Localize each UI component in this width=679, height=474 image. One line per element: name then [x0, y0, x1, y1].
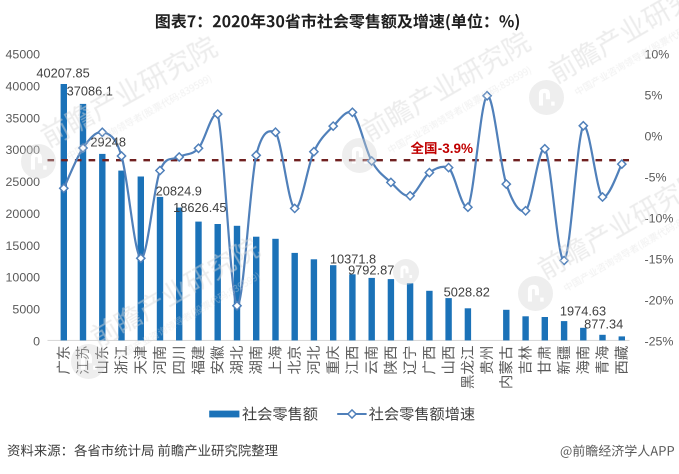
svg-text:0: 0 [33, 335, 40, 349]
svg-text:35000: 35000 [6, 111, 41, 125]
svg-text:18626.45: 18626.45 [173, 200, 226, 215]
svg-text:5028.82: 5028.82 [444, 285, 490, 300]
svg-text:-5%: -5% [645, 170, 667, 184]
svg-text:-15%: -15% [645, 252, 674, 266]
svg-text:-3.9%: -3.9% [438, 141, 473, 156]
svg-text:10371.8: 10371.8 [330, 252, 376, 267]
svg-text:15000: 15000 [6, 239, 41, 253]
svg-text:20000: 20000 [6, 207, 41, 221]
svg-text:-10%: -10% [645, 211, 674, 225]
svg-text:0%: 0% [645, 129, 663, 143]
svg-text:5000: 5000 [12, 303, 40, 317]
svg-text:25000: 25000 [6, 175, 41, 189]
svg-text:10000: 10000 [6, 271, 41, 285]
svg-text:-20%: -20% [645, 293, 674, 307]
svg-text:-25%: -25% [645, 334, 674, 348]
svg-text:5%: 5% [645, 88, 663, 102]
svg-text:40207.85: 40207.85 [36, 66, 89, 81]
svg-text:1974.63: 1974.63 [560, 304, 606, 319]
svg-text:29248: 29248 [90, 134, 126, 149]
svg-text:40000: 40000 [6, 79, 41, 93]
svg-text:9792.87: 9792.87 [348, 263, 394, 278]
svg-text:45000: 45000 [6, 48, 41, 62]
svg-text:37086.1: 37086.1 [67, 83, 113, 98]
svg-text:877.34: 877.34 [584, 317, 623, 332]
svg-text:30000: 30000 [6, 143, 41, 157]
svg-text:20824.9: 20824.9 [156, 184, 202, 199]
